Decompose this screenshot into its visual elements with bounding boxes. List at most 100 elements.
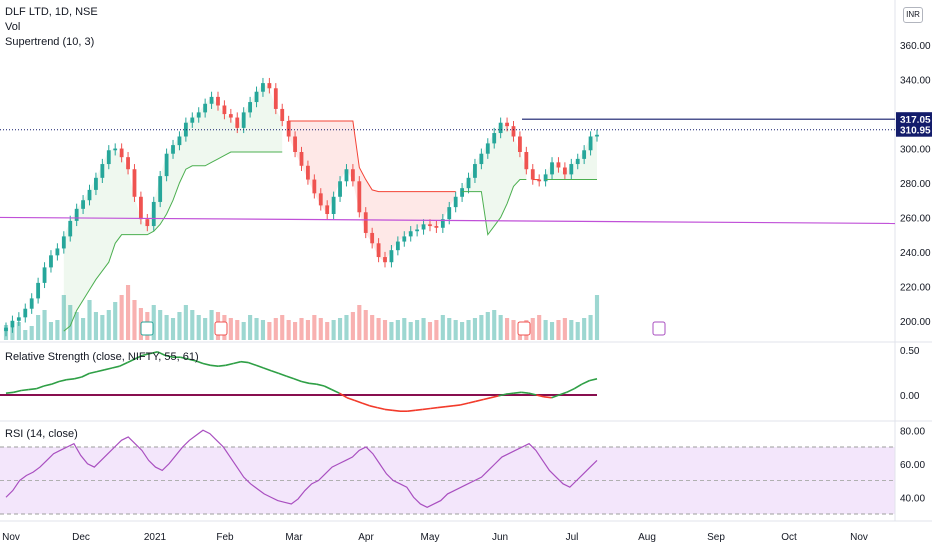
candle-body	[190, 117, 195, 123]
candle-body	[556, 162, 561, 168]
rs-line-segment	[293, 378, 302, 383]
rs-line-segment	[255, 364, 264, 369]
candle-body	[49, 255, 53, 268]
rs-line-segment	[180, 356, 189, 360]
candle-body	[261, 83, 265, 92]
volume-bar	[248, 315, 253, 340]
volume-bar	[421, 318, 426, 340]
volume-bar	[273, 318, 278, 340]
volume-bar	[325, 322, 330, 340]
volume-bar	[485, 312, 490, 340]
time-tick-label: 2021	[144, 532, 167, 543]
candle-body	[280, 108, 285, 121]
candle-body	[511, 126, 516, 137]
rs-line-segment	[240, 360, 249, 364]
volume-bar	[29, 326, 34, 340]
candle-body	[94, 177, 98, 190]
rs-line-segment	[369, 405, 378, 409]
rs-line-segment	[21, 388, 29, 392]
volume-bar	[530, 318, 535, 340]
rs-line-segment	[505, 392, 514, 395]
candle-body	[29, 298, 34, 309]
rs-line-segment	[233, 360, 242, 365]
time-tick-label: May	[421, 532, 440, 543]
candle-body	[344, 169, 349, 182]
rs-line-segment	[225, 362, 234, 367]
rs-line-segment	[573, 383, 583, 390]
volume-bar	[254, 318, 259, 340]
candle-body	[248, 102, 253, 113]
volume-bar	[42, 310, 47, 340]
volume-bar	[260, 320, 266, 340]
volume-legend[interactable]: Vol	[5, 21, 21, 33]
candle-body	[74, 208, 79, 221]
volume-bar	[588, 315, 593, 340]
volume-bar	[537, 315, 542, 340]
rs-line-segment	[331, 388, 340, 394]
rs-line-segment	[323, 385, 333, 391]
candle-body	[376, 243, 381, 258]
supertrend-fills	[0, 83, 895, 514]
rs-line-segment	[513, 391, 522, 394]
volume-bar	[460, 322, 465, 340]
rs-line-segment	[566, 387, 575, 394]
supertrend-fill	[288, 121, 456, 263]
rsi-line	[5, 429, 598, 508]
candle-body	[447, 207, 452, 220]
rs-line-segment	[202, 362, 211, 367]
candle-body	[61, 236, 66, 249]
volume-bar	[158, 310, 163, 340]
volume-bar	[582, 318, 587, 340]
volume-bar	[479, 315, 484, 340]
rsi-legend[interactable]: RSI (14, close)	[5, 428, 78, 440]
candle-body	[106, 150, 111, 165]
volume-bar	[100, 315, 105, 340]
candle-body	[299, 152, 304, 166]
price-tick-label: 300.00	[900, 145, 931, 156]
candle-body	[415, 229, 420, 232]
relative-strength-legend[interactable]: Relative Strength (close, NIFTY, 55, 61)	[5, 351, 199, 363]
volume-bar	[299, 318, 304, 340]
supertrend-legend[interactable]: Supertrend (10, 3)	[5, 36, 95, 48]
time-axis[interactable]: Nov Dec 2021 Feb Mar Apr May Jun Jul Aug Sep Oct Nov	[2, 532, 868, 543]
rs-line-segment	[28, 387, 37, 391]
volume-bar	[344, 315, 349, 340]
volume-bar	[543, 320, 548, 340]
rs-line-segment	[361, 402, 370, 407]
volume-bar	[453, 320, 458, 340]
candle-body	[216, 96, 220, 106]
rs-line-segment	[392, 409, 401, 412]
candle-body	[440, 219, 445, 228]
rs-line-segment	[558, 391, 567, 396]
candle-body	[119, 148, 124, 158]
candle-body	[254, 91, 259, 103]
volume-bar	[293, 322, 298, 340]
price-badge-label: 310.95	[900, 126, 931, 137]
volume-bar	[235, 320, 240, 340]
candle-body	[357, 181, 362, 213]
volume-bar	[447, 318, 452, 340]
volume-bar	[331, 320, 336, 340]
rs-line-segment	[338, 392, 348, 399]
candle-body	[235, 117, 240, 128]
candle-body	[241, 112, 246, 128]
candle-body	[453, 196, 458, 208]
rs-line-segment	[263, 367, 272, 372]
rsi-tick-label: 60.00	[900, 460, 925, 471]
candle-body	[164, 153, 169, 177]
volume-bars	[3, 285, 600, 340]
currency-button[interactable]: INR	[903, 7, 923, 23]
rs-line-segment	[452, 404, 461, 407]
rs-line-segment	[51, 380, 60, 385]
volume-bar	[286, 320, 291, 340]
rs-line-segment	[521, 391, 529, 394]
candle-body	[537, 179, 542, 182]
rs-line-segment	[218, 364, 226, 367]
candle-body	[473, 164, 477, 178]
rs-line-segment	[278, 372, 287, 377]
price-axis[interactable]: 360.00 340.00 300.00 280.00 260.00 240.00 220.…	[896, 41, 932, 504]
symbol-title[interactable]: DLF LTD, 1D, NSE	[5, 6, 98, 18]
rs-line-segment	[490, 395, 499, 399]
candle-body	[582, 150, 587, 159]
